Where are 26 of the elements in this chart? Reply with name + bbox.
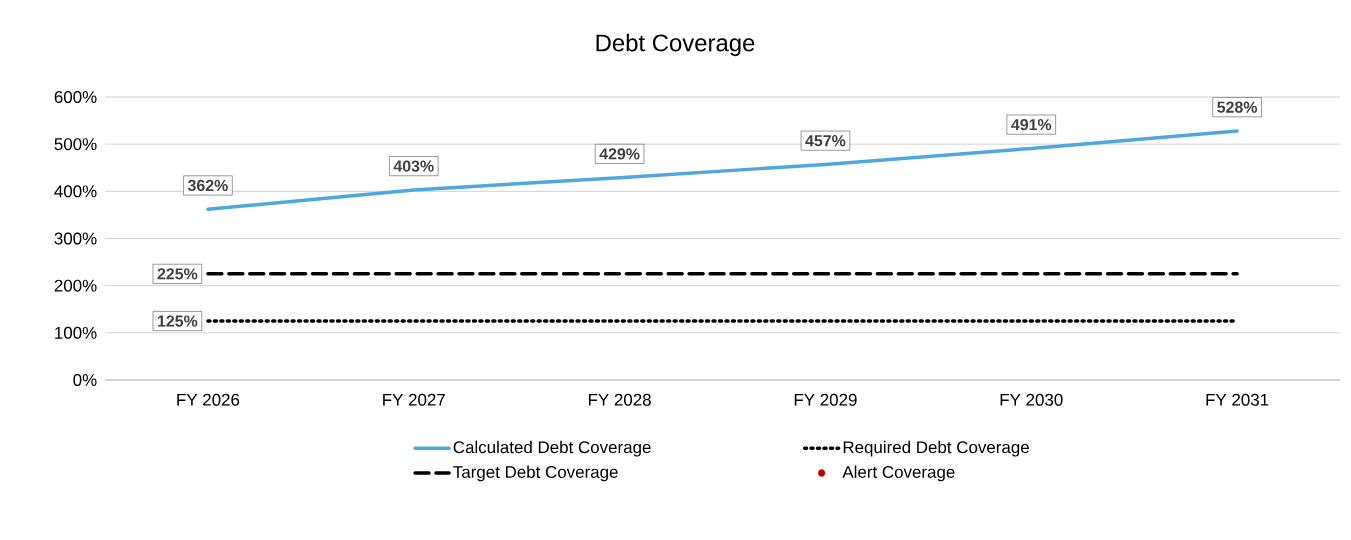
data-label: 491% <box>1011 118 1052 131</box>
chart-title: Debt Coverage <box>596 33 755 57</box>
x-tick-label: FY 2030 <box>1000 393 1063 406</box>
x-tick-label: FY 2031 <box>1206 393 1269 406</box>
x-tick-label: FY 2029 <box>794 393 857 406</box>
x-tick-label: FY 2026 <box>177 393 240 406</box>
y-tick-label: 500% <box>54 138 97 151</box>
y-tick-label: 100% <box>55 326 97 339</box>
y-tick-label: 600% <box>54 90 97 103</box>
data-label: 403% <box>393 160 434 172</box>
legend-label: Target Debt Coverage <box>453 465 618 482</box>
data-label: 528% <box>1217 101 1258 113</box>
y-tick-label: 400% <box>54 185 97 198</box>
x-tick-label: FY 2028 <box>588 393 651 406</box>
y-tick-label: 200% <box>54 279 97 292</box>
data-label: 225% <box>157 268 198 280</box>
data-label: 362% <box>187 179 228 192</box>
legend-label: Calculated Debt Coverage <box>453 440 651 457</box>
y-tick-label: 0% <box>73 373 97 386</box>
y-tick-label: 300% <box>54 232 97 245</box>
legend-label: Required Debt Coverage <box>843 440 1029 457</box>
legend-label: Alert Coverage <box>842 465 955 482</box>
x-tick-label: FY 2027 <box>383 393 445 406</box>
data-label: 457% <box>805 135 846 147</box>
data-label: 429% <box>599 148 640 160</box>
data-label: 125% <box>158 315 198 327</box>
